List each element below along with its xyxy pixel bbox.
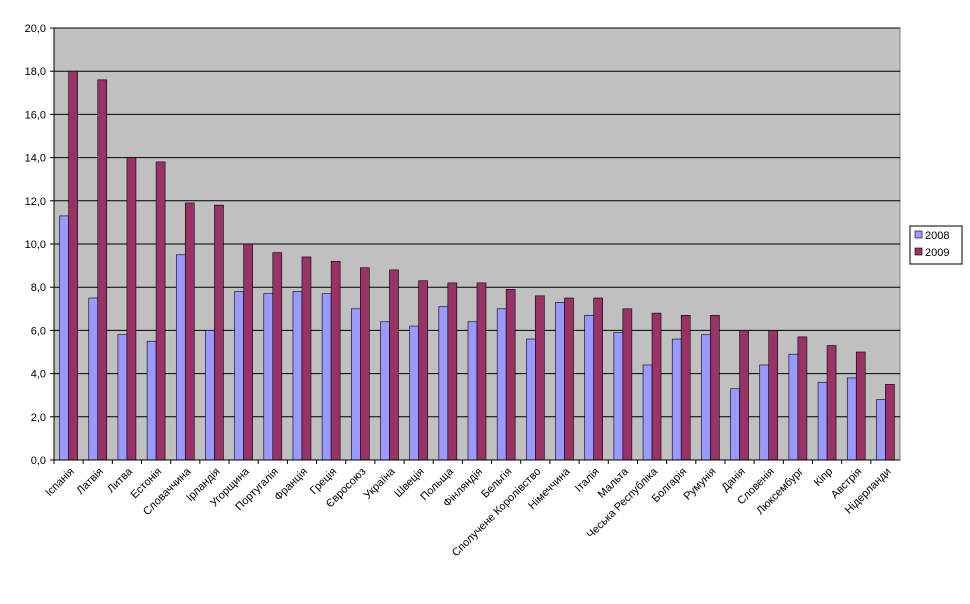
bar: [184, 202, 195, 461]
bar: [496, 308, 507, 461]
y-tick-label: 14,0: [25, 153, 46, 165]
bar: [155, 161, 166, 461]
y-tick-label: 2,0: [31, 412, 46, 424]
bar: [797, 336, 808, 461]
bar: [467, 321, 478, 461]
bar: [68, 70, 78, 461]
bar: [768, 330, 779, 461]
x-tick-label: Кіпр: [812, 466, 835, 489]
bar: [351, 308, 361, 461]
x-tick-label: Латвія: [74, 466, 105, 497]
bar: [671, 338, 682, 461]
bar: [593, 297, 603, 461]
bar: [97, 79, 108, 461]
y-tick-label: 10,0: [25, 239, 46, 251]
x-tick-label: Іспанія: [43, 466, 76, 499]
bar: [642, 364, 653, 461]
bar: [418, 280, 428, 461]
bar: [438, 306, 449, 461]
bar: [321, 293, 332, 461]
bar: [476, 282, 487, 461]
bar: [826, 345, 837, 461]
bar: [759, 364, 770, 461]
bar: [409, 325, 419, 461]
bar: [59, 215, 69, 461]
y-tick-label: 0,0: [31, 455, 46, 467]
y-tick-label: 18,0: [25, 66, 46, 78]
bar: [885, 384, 895, 461]
bar: [788, 353, 799, 461]
bar: [234, 291, 244, 461]
bar: [710, 314, 720, 461]
bar: [380, 321, 390, 461]
bar: [622, 308, 633, 461]
y-tick-label: 16,0: [25, 109, 46, 121]
legend-swatch: [914, 230, 923, 239]
y-tick-label: 6,0: [31, 325, 46, 337]
bar: [505, 289, 516, 461]
y-tick-label: 12,0: [25, 196, 46, 208]
bar: [526, 338, 536, 461]
legend-label: 2008: [925, 230, 949, 242]
bar: [701, 334, 711, 461]
legend-label: 2009: [925, 247, 949, 259]
y-tick-label: 20,0: [25, 23, 46, 35]
bar: [817, 381, 828, 461]
bar: [389, 269, 399, 461]
bar: [730, 388, 740, 461]
bar: [680, 314, 691, 461]
bar: [613, 332, 624, 461]
x-tick-label: Румунія: [681, 466, 718, 503]
bar: [214, 204, 224, 461]
y-tick-label: 4,0: [31, 369, 46, 381]
y-tick-label: 8,0: [31, 282, 46, 294]
bar: [846, 377, 857, 461]
bar: [584, 314, 594, 461]
bar: [739, 330, 749, 461]
bar: [651, 312, 662, 461]
bar: [117, 334, 128, 461]
legend-swatch: [914, 247, 923, 256]
bar: [330, 260, 341, 461]
bar: [205, 330, 215, 461]
bar: [301, 256, 312, 461]
bar: [146, 340, 157, 461]
bar: [126, 157, 137, 461]
bar: [175, 254, 186, 461]
bar: [263, 293, 274, 461]
bar: [88, 297, 99, 461]
bar: [360, 267, 370, 461]
x-tick-label: Україна: [362, 465, 399, 502]
bar: [876, 399, 886, 461]
bar: [855, 351, 866, 461]
bar: [243, 243, 253, 461]
bar: [272, 252, 283, 461]
bar: [535, 295, 545, 461]
bar: [447, 282, 458, 461]
bar: [292, 291, 303, 461]
bar: [564, 297, 574, 461]
bar: [555, 302, 565, 461]
